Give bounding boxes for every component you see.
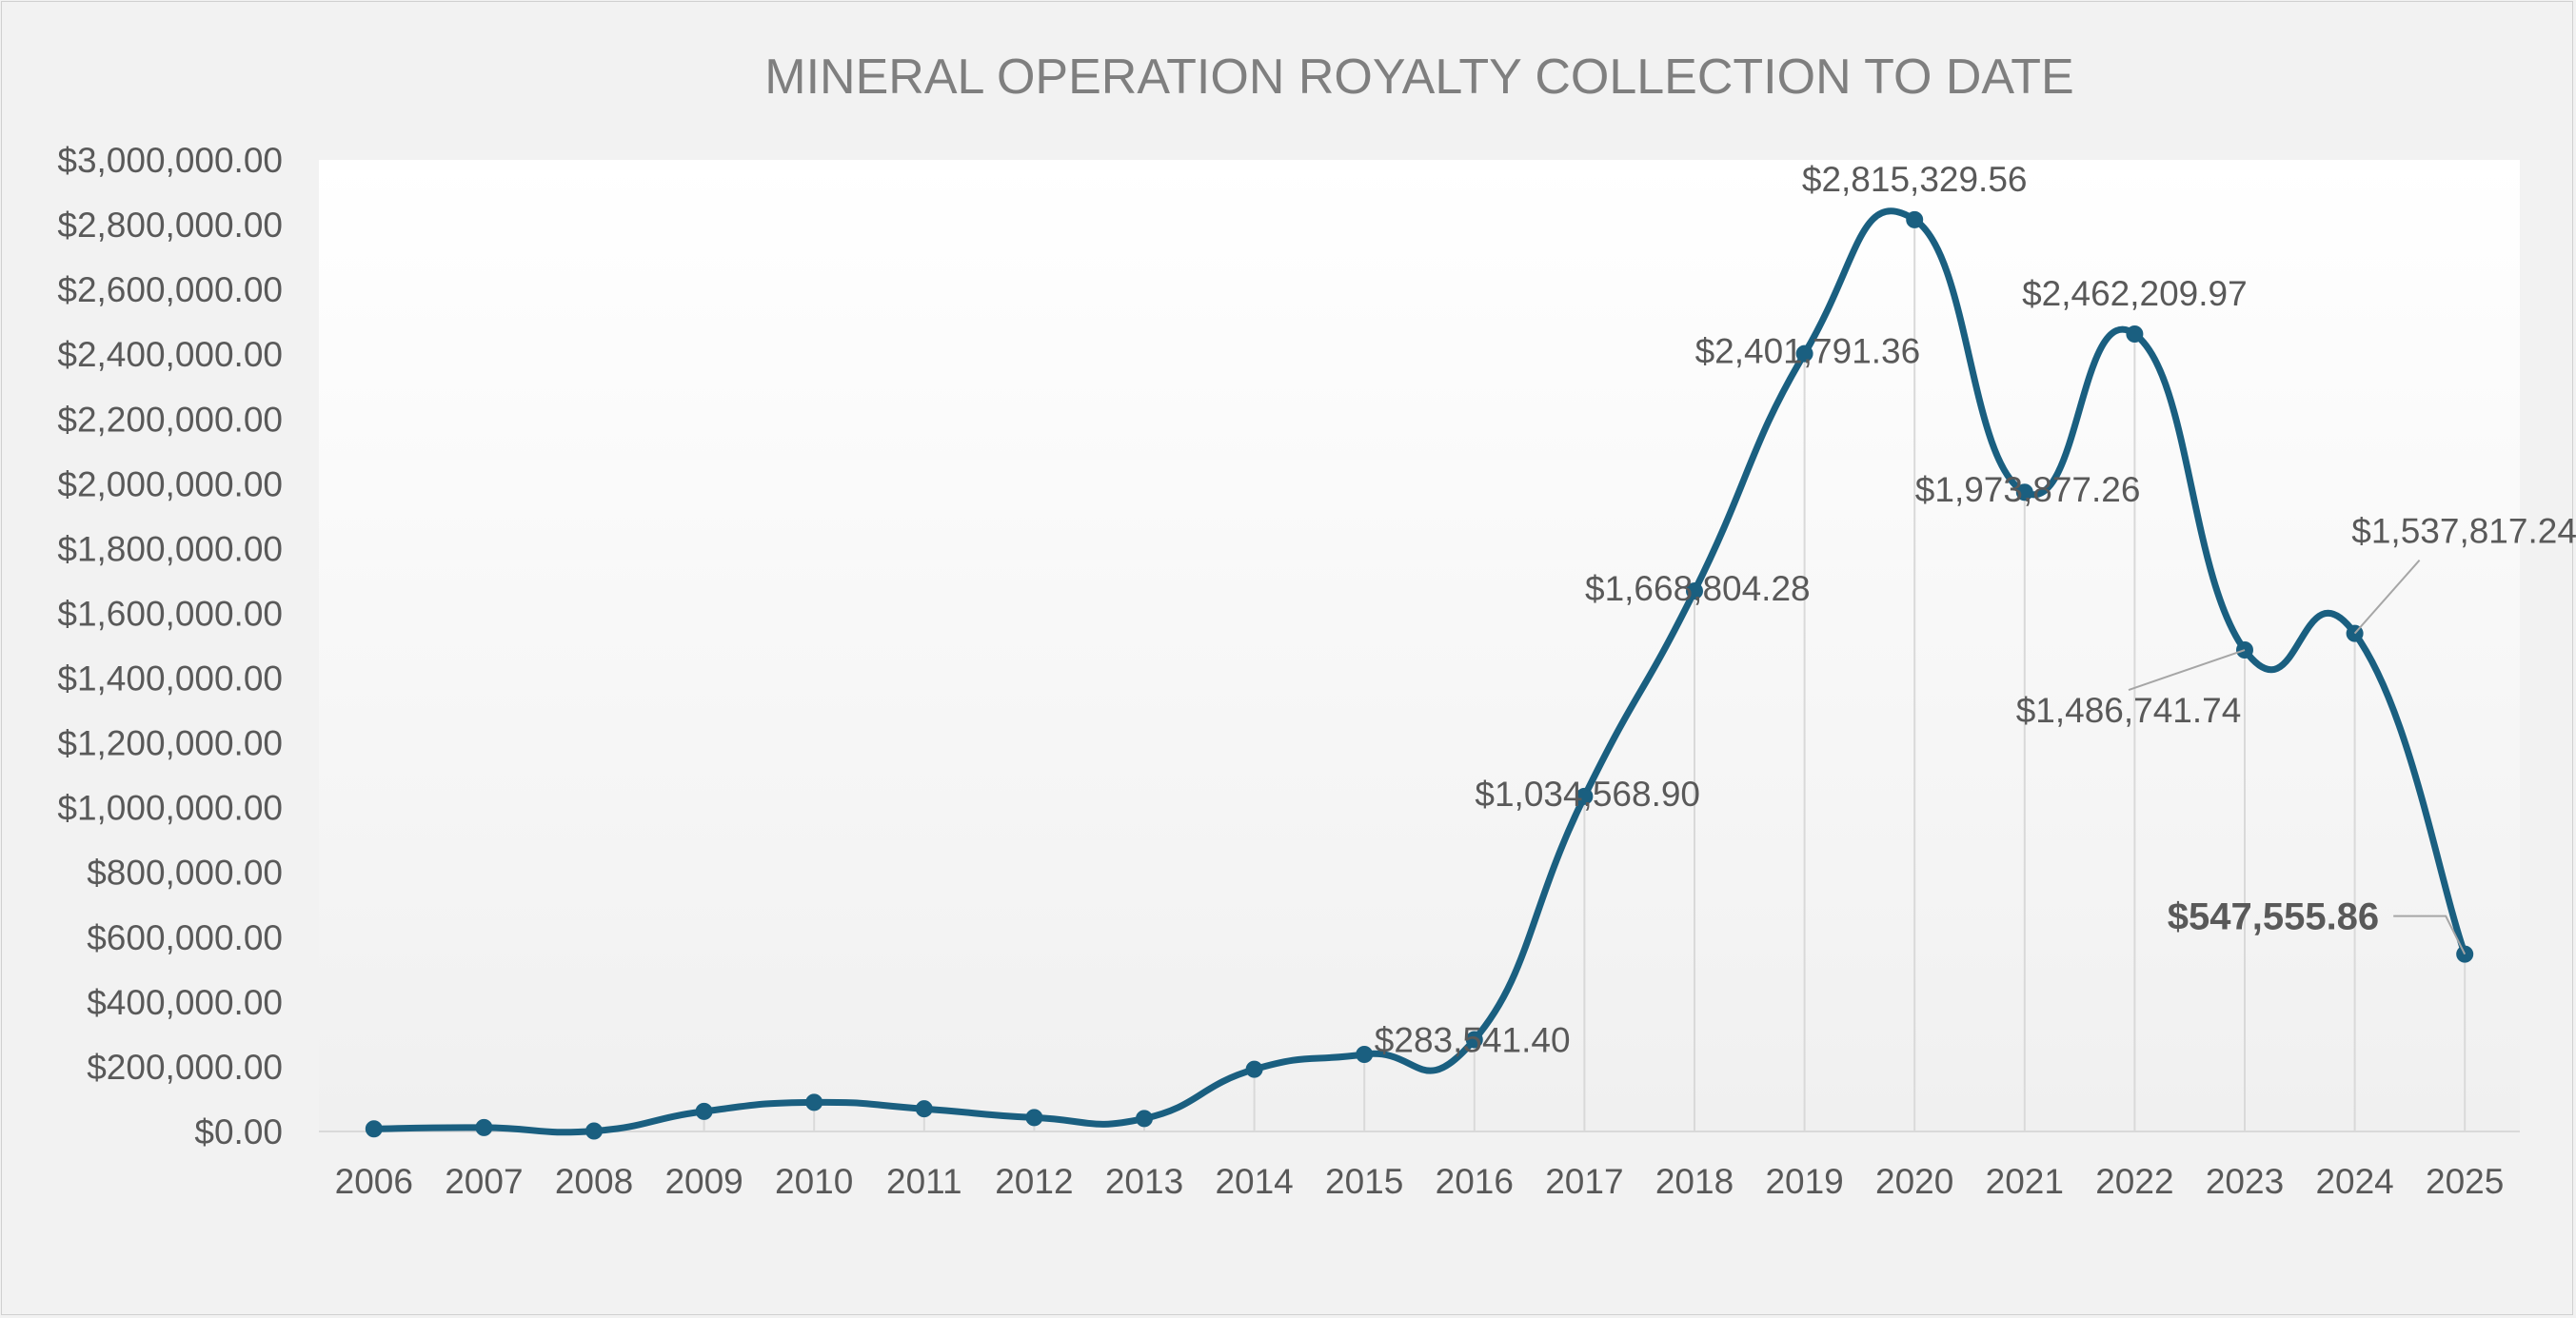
y-tick-label: $1,200,000.00 bbox=[57, 724, 283, 763]
data-point bbox=[585, 1122, 603, 1140]
data-label: $1,486,741.74 bbox=[2016, 691, 2242, 730]
data-point bbox=[915, 1100, 933, 1118]
x-tick-label: 2006 bbox=[335, 1162, 413, 1201]
x-tick-label: 2017 bbox=[1545, 1162, 1623, 1201]
data-point bbox=[2015, 483, 2033, 502]
data-label: $2,462,209.97 bbox=[2022, 274, 2248, 313]
data-point bbox=[1136, 1110, 1153, 1128]
x-tick-label: 2007 bbox=[445, 1162, 523, 1201]
x-tick-label: 2024 bbox=[2315, 1162, 2393, 1201]
data-point bbox=[1356, 1046, 1374, 1064]
x-tick-label: 2012 bbox=[995, 1162, 1073, 1201]
y-tick-label: $3,000,000.00 bbox=[57, 141, 283, 180]
x-tick-label: 2025 bbox=[2426, 1162, 2504, 1201]
data-label: $283,541.40 bbox=[1375, 1021, 1571, 1060]
data-label: $547,555.86 bbox=[2168, 896, 2379, 938]
x-tick-label: 2022 bbox=[2095, 1162, 2173, 1201]
data-label: $1,537,817.24 bbox=[2351, 512, 2576, 551]
data-labels: $283,541.40 $1,034,568.90 $1,668,804.28 $2,… bbox=[1375, 160, 2576, 1060]
data-point bbox=[805, 1093, 823, 1111]
y-tick-label: $1,000,000.00 bbox=[57, 789, 283, 828]
x-axis: 2006 2007 2008 2009 2010 2011 2012 2013 2014 2015… bbox=[319, 1131, 2520, 1201]
data-label-leader bbox=[2353, 559, 2421, 635]
y-tick-label: $1,400,000.00 bbox=[57, 659, 283, 698]
data-label-leader bbox=[2393, 915, 2467, 955]
y-tick-label: $2,600,000.00 bbox=[57, 270, 283, 309]
data-label: $1,034,568.90 bbox=[1475, 775, 1700, 814]
x-tick-label: 2020 bbox=[1875, 1162, 1953, 1201]
data-label: $1,668,804.28 bbox=[1585, 569, 1811, 608]
x-tick-label: 2011 bbox=[886, 1162, 962, 1201]
y-tick-label: $2,800,000.00 bbox=[57, 206, 283, 245]
y-tick-label: $2,000,000.00 bbox=[57, 464, 283, 503]
y-tick-label: $1,600,000.00 bbox=[57, 594, 283, 633]
data-point bbox=[2126, 325, 2144, 344]
y-tick-label: $400,000.00 bbox=[87, 983, 283, 1022]
x-tick-label: 2013 bbox=[1105, 1162, 1183, 1201]
data-point bbox=[1906, 210, 1924, 228]
x-tick-label: 2010 bbox=[775, 1162, 853, 1201]
x-tick-label: 2016 bbox=[1436, 1162, 1514, 1201]
y-tick-label: $0.00 bbox=[194, 1112, 283, 1151]
y-axis: $0.00 $200,000.00 $400,000.00 $600,000.00 $8… bbox=[57, 141, 283, 1151]
x-tick-label: 2021 bbox=[1986, 1162, 2064, 1201]
y-tick-label: $2,400,000.00 bbox=[57, 335, 283, 374]
x-tick-label: 2019 bbox=[1765, 1162, 1843, 1201]
y-tick-label: $200,000.00 bbox=[87, 1048, 283, 1087]
x-tick-label: 2008 bbox=[555, 1162, 633, 1201]
data-label-leader bbox=[2128, 649, 2246, 691]
x-tick-label: 2015 bbox=[1325, 1162, 1403, 1201]
y-tick-label: $800,000.00 bbox=[87, 854, 283, 893]
data-point bbox=[1686, 582, 1703, 600]
plot-area bbox=[319, 160, 2520, 1131]
x-tick-label: 2014 bbox=[1215, 1162, 1293, 1201]
data-point bbox=[365, 1120, 383, 1138]
data-label: $1,973,877.26 bbox=[1915, 470, 2141, 509]
x-tick-label: 2023 bbox=[2206, 1162, 2284, 1201]
y-tick-label: $1,800,000.00 bbox=[57, 529, 283, 568]
data-point bbox=[1245, 1060, 1263, 1078]
x-tick-label: 2009 bbox=[664, 1162, 743, 1201]
data-point bbox=[1465, 1031, 1483, 1049]
data-point bbox=[1795, 344, 1813, 363]
chart-title: MINERAL OPERATION ROYALTY COLLECTION TO … bbox=[764, 49, 2073, 105]
y-tick-label: $2,200,000.00 bbox=[57, 400, 283, 439]
data-point bbox=[695, 1102, 713, 1120]
data-label: $2,815,329.56 bbox=[1802, 160, 2028, 199]
data-point bbox=[475, 1118, 493, 1136]
x-tick-label: 2018 bbox=[1655, 1162, 1734, 1201]
data-label: $2,401,791.36 bbox=[1695, 332, 1921, 371]
y-tick-label: $600,000.00 bbox=[87, 918, 283, 957]
data-point bbox=[1575, 787, 1594, 805]
data-point bbox=[1025, 1109, 1043, 1127]
